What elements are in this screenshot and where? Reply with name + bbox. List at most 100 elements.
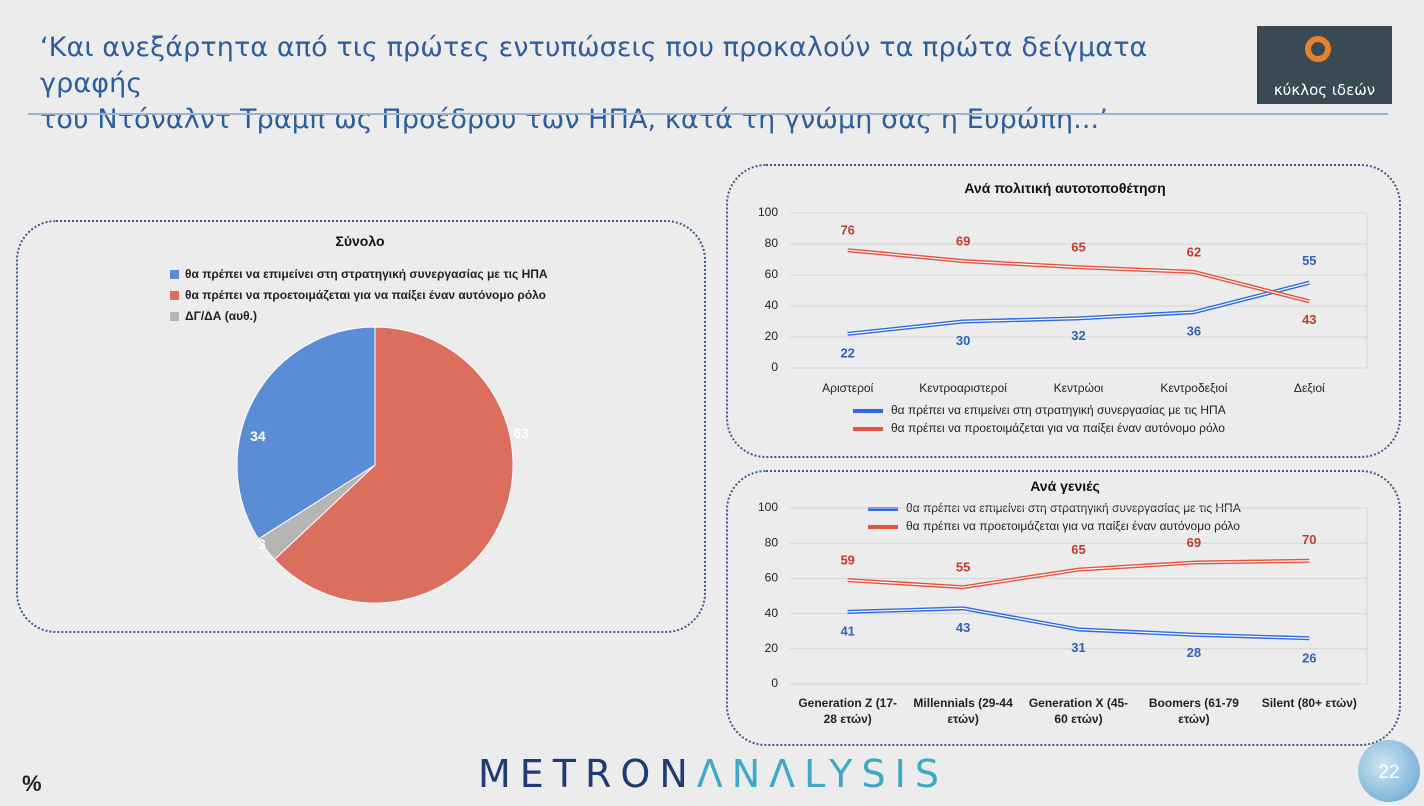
legend-label: θα πρέπει να προετοιμάζεται για να παίξε… (185, 288, 547, 302)
x-category-label: Silent (80+ ετών) (1262, 696, 1357, 710)
data-label: 55 (1302, 253, 1316, 268)
logo-ring-icon (1305, 36, 1331, 62)
political-line-chart: 0 20 40 60 80 100 Αριστεροί Κεντροαριστεροί Κεντ… (758, 205, 1368, 395)
data-label: 65 (1071, 542, 1085, 557)
x-category-line: Boomers (61-79 (1149, 696, 1239, 710)
brand-part-2: ΛNΛLYSIS (696, 752, 948, 796)
legend-swatch-gray (170, 312, 179, 322)
metron-analysis-logo: METRONΛNΛLYSIS (478, 752, 948, 796)
legend-label: ΔΓ/ΔΑ (αυθ.) (185, 309, 257, 323)
data-label: 65 (1071, 240, 1085, 255)
data-label: 41 (840, 623, 854, 638)
x-category-line: Generation Z (17- (798, 696, 897, 710)
title-line-1: ‘Και ανεξάρτητα από τις πρώτες εντυπώσει… (40, 32, 1148, 99)
page-number: 22 (1358, 740, 1420, 802)
data-label: 30 (956, 333, 970, 348)
series-line-1 (847, 248, 1310, 304)
logo-ring-center (1313, 44, 1323, 54)
y-tick-label: 20 (765, 329, 779, 343)
x-category-line: Κεντροδεξιοί (1160, 381, 1227, 395)
series-line-1 (847, 558, 1310, 590)
kyklos-ideon-logo: κύκλος ιδεών (1257, 26, 1392, 104)
x-category-line: Millennials (29-44 (913, 696, 1013, 710)
x-category-label: Millennials (29-44 ετών) (913, 696, 1013, 726)
x-category-line: 60 ετών) (1054, 712, 1102, 726)
pie-legend-item-usa: θα πρέπει να επιμείνει στη στρατηγική συ… (170, 267, 548, 281)
y-tick-label: 0 (771, 676, 778, 690)
data-label: 55 (956, 560, 970, 575)
x-category-line: Αριστεροί (822, 381, 873, 395)
series-line-highlight-0 (847, 607, 1310, 639)
data-label: 69 (1187, 535, 1201, 550)
x-category-line: 28 ετών) (824, 712, 872, 726)
data-label: 43 (956, 620, 970, 635)
x-category-line: Δεξιοί (1294, 381, 1325, 395)
data-label: 28 (1187, 645, 1201, 660)
y-tick-label: 40 (765, 606, 779, 620)
x-category-line: ετών) (947, 712, 979, 726)
y-tick-label: 100 (758, 205, 778, 219)
y-tick-label: 0 (771, 360, 778, 374)
pie-slice-0 (236, 326, 376, 540)
pie-slice-1 (273, 326, 514, 604)
generation-legend-autonomous: θα πρέπει να προετοιμάζεται για να παίξε… (868, 519, 1240, 533)
pie-data-label: 3 (258, 536, 266, 552)
y-tick-label: 60 (765, 267, 779, 281)
y-tick-label: 80 (765, 236, 779, 250)
y-tick-label: 40 (765, 298, 779, 312)
y-tick-label: 20 (765, 641, 779, 655)
data-label: 31 (1071, 640, 1085, 655)
y-tick-label: 80 (765, 535, 779, 549)
pie-title: Σύνολο (335, 233, 385, 249)
brand-part-1: METRON (478, 752, 697, 796)
pie-data-label: 34 (250, 428, 266, 444)
data-label: 26 (1302, 651, 1316, 666)
political-chart-title: Ανά πολιτική αυτοτοποθέτηση (964, 180, 1166, 196)
legend-line-blue (853, 408, 883, 413)
legend-label: θα πρέπει να προετοιμάζεται για να παίξε… (906, 519, 1240, 533)
pie-chart: 63 3 34 (236, 326, 529, 604)
data-label: 62 (1187, 244, 1201, 259)
pie-legend-item-dk: ΔΓ/ΔΑ (αυθ.) (170, 309, 257, 323)
y-tick-label: 60 (765, 571, 779, 585)
data-label: 69 (956, 233, 970, 248)
x-category-label: Αριστεροί (822, 381, 873, 395)
data-label: 22 (840, 345, 854, 360)
total-panel (16, 220, 706, 633)
legend-label: θα πρέπει να προετοιμάζεται για να παίξε… (891, 421, 1225, 435)
x-category-label: Κεντρώοι (1054, 381, 1104, 395)
series-line-0 (847, 606, 1310, 641)
data-label: 43 (1302, 312, 1316, 327)
x-category-label: Κεντροδεξιοί (1160, 381, 1227, 395)
legend-label: θα πρέπει να επιμείνει στη στρατηγική συ… (891, 403, 1226, 417)
title-line-2: του Ντόναλντ Τραμπ ως Προέδρου των ΗΠΑ, … (40, 104, 1108, 135)
political-legend-usa: θα πρέπει να επιμείνει στη στρατηγική συ… (853, 403, 1226, 417)
page-title: ‘Και ανεξάρτητα από τις πρώτες εντυπώσει… (40, 30, 1230, 138)
series-line-highlight-1 (847, 249, 1310, 302)
legend-swatch-blue (170, 270, 179, 280)
legend-swatch-red (170, 291, 179, 301)
data-label: 76 (840, 223, 854, 238)
series-line-highlight-0 (847, 282, 1310, 335)
data-label: 36 (1187, 324, 1201, 339)
pie-legend-item-autonomous: θα πρέπει να προετοιμάζεται για να παίξε… (170, 288, 546, 302)
data-label: 59 (840, 553, 854, 568)
series-line-highlight-1 (847, 560, 1310, 588)
x-category-line: ετών) (1178, 712, 1210, 726)
x-category-label: Δεξιοί (1294, 381, 1325, 395)
legend-line-red (868, 524, 898, 529)
logo-text: κύκλος ιδεών (1273, 81, 1376, 99)
y-tick-label: 100 (758, 500, 778, 514)
political-panel (726, 164, 1401, 458)
legend-line-red (853, 426, 883, 431)
x-category-label: Κεντροαριστεροί (919, 381, 1007, 395)
x-category-label: Generation X (45- 60 ετών) (1029, 696, 1128, 726)
data-label: 70 (1302, 532, 1316, 547)
unit-label: % (22, 771, 42, 796)
x-category-line: Κεντρώοι (1054, 381, 1104, 395)
x-category-line: Generation X (45- (1029, 696, 1128, 710)
legend-label: θα πρέπει να επιμείνει στη στρατηγική συ… (185, 267, 548, 281)
pie-data-label: 63 (513, 425, 529, 441)
data-label: 32 (1071, 328, 1085, 343)
